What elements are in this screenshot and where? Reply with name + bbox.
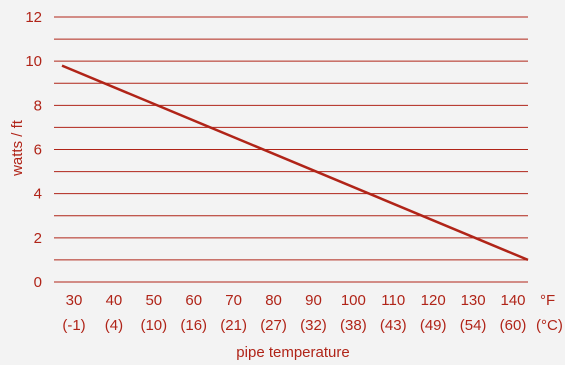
x-alt-tick-label: (49)	[420, 317, 447, 334]
y-tick-label: 6	[34, 142, 42, 159]
x-alt-tick-label: (16)	[180, 317, 207, 334]
x-alt-tick-label: (54)	[460, 317, 487, 334]
x-axis-label: pipe temperature	[236, 344, 349, 361]
x-alt-tick-label: (60)	[500, 317, 527, 334]
x-tick-label: 40	[106, 292, 123, 309]
y-tick-label: 8	[34, 97, 42, 114]
x-alt-tick-label: (21)	[220, 317, 247, 334]
x-tick-label: 130	[461, 292, 486, 309]
y-tick-label: 2	[34, 230, 42, 247]
x-tick-label: 70	[225, 292, 242, 309]
x-alt-tick-label: (38)	[340, 317, 367, 334]
x-alt-tick-label: (4)	[105, 317, 123, 334]
x-alt-tick-label: (-1)	[62, 317, 85, 334]
x-tick-label: 120	[421, 292, 446, 309]
x-tick-label: 90	[305, 292, 322, 309]
series-line	[61, 64, 529, 262]
x-tick-label: 140	[500, 292, 525, 309]
x-alt-tick-labels: (-1) (4) (10) (16) (21) (27) (32) (38) (43) (49) (…	[62, 317, 526, 334]
x-tick-label: 50	[145, 292, 162, 309]
x-unit-label: °F	[540, 292, 555, 309]
x-alt-unit-label: (°C)	[536, 317, 563, 334]
y-tick-label: 10	[25, 53, 42, 70]
x-tick-label: 80	[265, 292, 282, 309]
x-alt-tick-label: (43)	[380, 317, 407, 334]
x-alt-tick-label: (32)	[300, 317, 327, 334]
x-alt-tick-label: (10)	[140, 317, 167, 334]
x-tick-labels: 30 40 50 60 70 80 90 100 110 120 130 140	[66, 292, 526, 309]
y-tick-label: 12	[25, 9, 42, 26]
x-tick-label: 60	[185, 292, 202, 309]
grid-lines	[54, 16, 528, 283]
series-group	[61, 64, 529, 262]
y-axis-label: watts / ft	[9, 119, 26, 177]
y-tick-label: 0	[34, 274, 42, 291]
y-tick-labels: 0 2 4 6 8 10 12	[25, 9, 42, 291]
x-tick-label: 110	[381, 292, 405, 309]
y-tick-label: 4	[34, 186, 42, 203]
x-alt-tick-label: (27)	[260, 317, 287, 334]
x-tick-label: 30	[66, 292, 83, 309]
x-tick-label: 100	[341, 292, 366, 309]
